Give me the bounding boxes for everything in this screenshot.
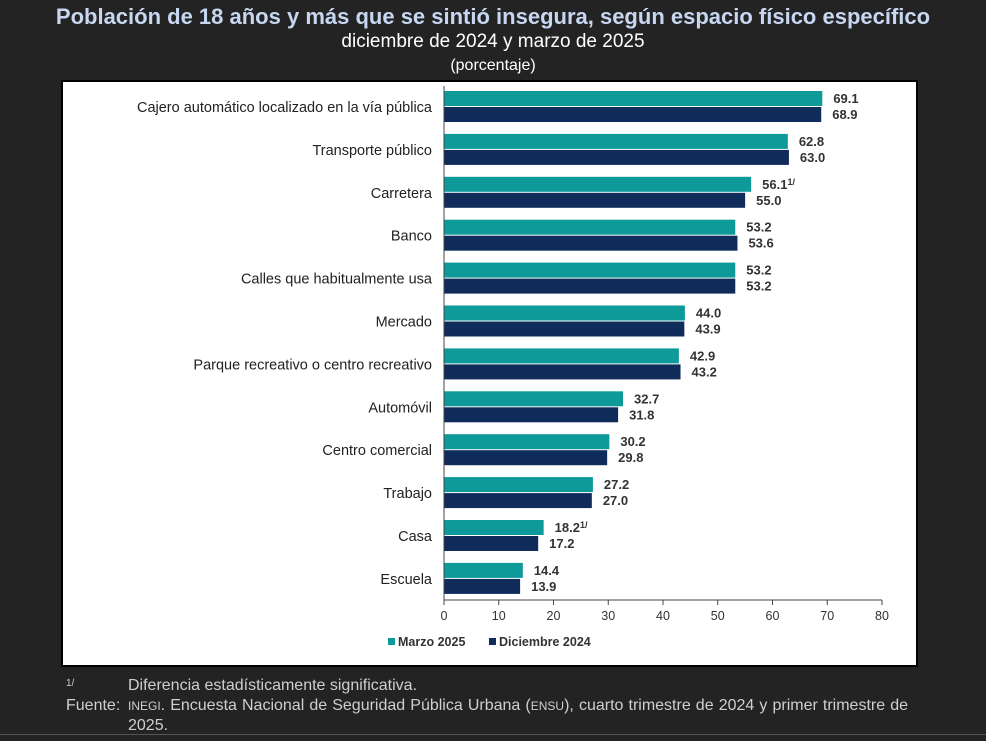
bar-marzo-2025	[444, 434, 610, 450]
category-label: Casa	[398, 529, 433, 545]
value-label: 68.9	[832, 107, 857, 122]
chart-title: Población de 18 años y más que se sintió…	[55, 4, 931, 29]
bar-diciembre-2024	[444, 364, 681, 380]
value-label: 56.11/	[762, 177, 795, 192]
bar-marzo-2025	[444, 520, 544, 535]
category-label: Transporte público	[312, 143, 432, 159]
bar-diciembre-2024	[444, 493, 592, 509]
bar-diciembre-2024	[444, 278, 736, 294]
x-tick-label: 80	[875, 609, 889, 623]
source-text-2: ), cuarto trimestre de 2024 y primer tri…	[128, 697, 909, 734]
category-label: Calles que habitualmente usa	[241, 272, 433, 288]
value-label: 53.6	[748, 236, 773, 251]
category-label: Parque recreativo o centro recreativo	[193, 357, 432, 373]
category-label: Banco	[391, 229, 432, 245]
bar-diciembre-2024	[444, 107, 822, 122]
bar-chart: Cajero automático localizado en la vía p…	[137, 86, 889, 649]
category-label: Centro comercial	[322, 443, 432, 459]
bar-diciembre-2024	[444, 192, 746, 208]
chart-subtitle: diciembre de 2024 y marzo de 2025	[341, 31, 645, 52]
source-org: INEGI	[128, 699, 161, 713]
footnote-text: Diferencia estadísticamente significativ…	[128, 677, 418, 694]
footnote-key: 1/	[66, 678, 75, 689]
category-label: Cajero automático localizado en la vía p…	[137, 100, 433, 116]
legend-label: Marzo 2025	[398, 635, 465, 649]
chart-unit: (porcentaje)	[450, 57, 536, 74]
source-text-1: . Encuesta Nacional de Seguridad Pública…	[160, 697, 531, 714]
bar-diciembre-2024	[444, 407, 619, 423]
value-label: 53.2	[746, 279, 771, 294]
value-label: 18.21/	[555, 520, 588, 535]
bar-marzo-2025	[444, 348, 679, 364]
bar-marzo-2025	[444, 176, 752, 192]
value-label: 14.4	[534, 563, 560, 578]
value-label: 31.8	[629, 407, 654, 422]
value-label: 27.2	[604, 477, 629, 492]
chart-panel: Cajero automático localizado en la vía p…	[61, 80, 918, 667]
value-label: 30.2	[620, 434, 645, 449]
value-label: 53.2	[746, 263, 771, 278]
bar-marzo-2025	[444, 133, 788, 149]
category-label: Automóvil	[368, 400, 432, 416]
bar-marzo-2025	[444, 305, 685, 321]
value-label: 63.0	[800, 150, 825, 165]
source-acronym: ENSU	[530, 699, 565, 713]
value-label: 55.0	[756, 193, 781, 208]
bar-diciembre-2024	[444, 578, 521, 594]
category-label: Mercado	[376, 315, 432, 331]
legend-swatch	[388, 638, 395, 645]
footnotes: 1/ Diferencia estadísticamente significa…	[66, 676, 908, 736]
x-tick-label: 70	[820, 609, 834, 623]
value-label: 27.0	[603, 493, 628, 508]
value-label: 53.2	[746, 220, 771, 235]
legend-label: Diciembre 2024	[499, 635, 591, 649]
source-key: Fuente:	[66, 697, 121, 714]
value-label: 43.9	[695, 322, 720, 337]
bar-marzo-2025	[444, 562, 523, 578]
value-label: 44.0	[696, 306, 721, 321]
value-label: 17.2	[549, 536, 574, 551]
bar-marzo-2025	[444, 219, 736, 235]
footnote-source: Fuente: INEGI. Encuesta Nacional de Segu…	[66, 696, 908, 736]
bottom-divider	[0, 734, 986, 735]
value-label: 69.1	[833, 91, 858, 106]
x-tick-label: 10	[492, 609, 506, 623]
x-tick-label: 20	[547, 609, 561, 623]
value-label: 42.9	[690, 348, 715, 363]
bar-diciembre-2024	[444, 321, 685, 337]
value-label: 62.8	[799, 134, 824, 149]
category-label: Carretera	[371, 186, 433, 202]
value-label: 29.8	[618, 450, 643, 465]
value-label: 32.7	[634, 391, 659, 406]
footnote-significance: 1/ Diferencia estadísticamente significa…	[66, 676, 908, 696]
category-label: Escuela	[380, 572, 433, 588]
bar-diciembre-2024	[444, 536, 539, 551]
x-tick-label: 50	[711, 609, 725, 623]
bar-diciembre-2024	[444, 450, 608, 466]
value-label: 43.2	[692, 364, 717, 379]
bar-marzo-2025	[444, 391, 624, 407]
bar-diciembre-2024	[444, 149, 789, 165]
bar-marzo-2025	[444, 91, 823, 106]
x-tick-label: 40	[656, 609, 670, 623]
x-tick-label: 0	[441, 609, 448, 623]
bar-diciembre-2024	[444, 235, 738, 251]
category-label: Trabajo	[383, 486, 432, 502]
value-label: 13.9	[531, 579, 556, 594]
bar-marzo-2025	[444, 262, 736, 278]
x-tick-label: 30	[601, 609, 615, 623]
significance-marker: 1/	[580, 520, 588, 530]
significance-marker: 1/	[787, 177, 795, 187]
legend-swatch	[489, 638, 496, 645]
x-tick-label: 60	[766, 609, 780, 623]
bar-marzo-2025	[444, 477, 593, 493]
